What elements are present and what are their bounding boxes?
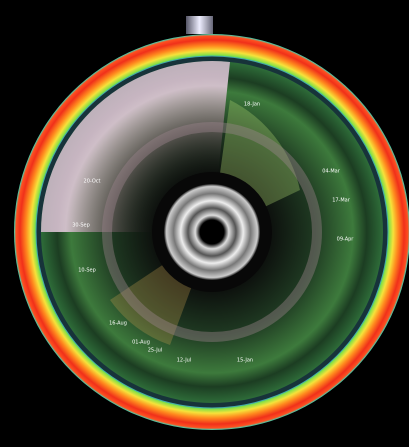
date-label: 15-Jan: [237, 358, 253, 364]
date-label: 30-Sep: [72, 223, 90, 229]
date-label: 01-Aug: [132, 340, 150, 346]
inner-ring: [102, 122, 322, 342]
date-label: 17-Mar: [332, 198, 351, 204]
date-label: 09-Apr: [337, 237, 355, 243]
date-label: 25-Jul: [148, 348, 162, 354]
date-label: 18-Jan: [244, 102, 260, 108]
center-hole: [200, 220, 224, 244]
top-cylinder: [186, 16, 213, 34]
date-label: 10-Sep: [78, 268, 96, 274]
date-label: 04-Mar: [322, 169, 341, 175]
date-labels: 18-Jan 04-Mar 17-Mar 09-Apr 20-Oct 30-Sep 10-S…: [72, 102, 354, 364]
date-label: 12-Jul: [177, 358, 191, 364]
date-label: 16-Aug: [109, 321, 127, 327]
date-label: 20-Oct: [84, 179, 101, 185]
